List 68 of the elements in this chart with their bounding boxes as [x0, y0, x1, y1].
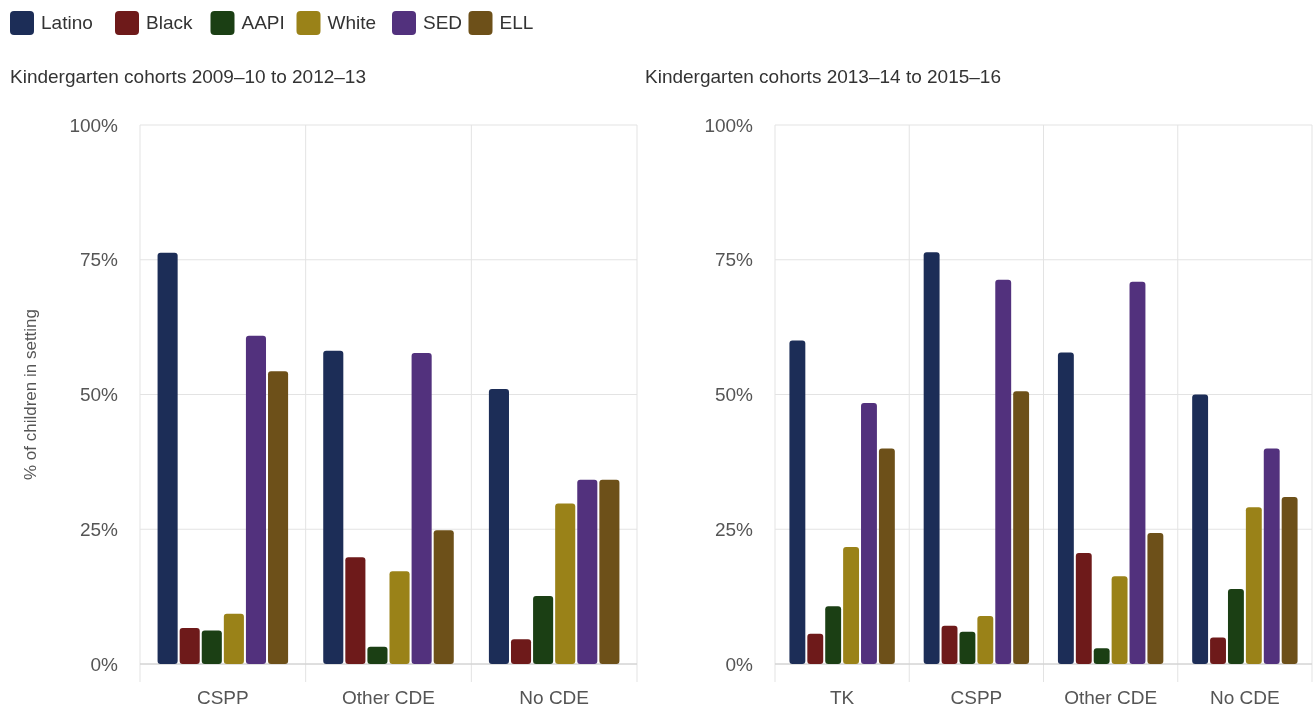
bar: [599, 479, 620, 664]
bar: [878, 448, 895, 664]
bar: [807, 633, 824, 664]
bar: [577, 479, 598, 664]
y-tick-label: 25%: [714, 518, 754, 540]
y-tick-label: 25%: [79, 518, 119, 540]
bar: [1210, 637, 1226, 664]
y-tick-label: 75%: [79, 249, 119, 271]
bar: [1129, 281, 1146, 664]
y-tick-label: 0%: [725, 653, 754, 675]
y-tick-label: 100%: [704, 114, 754, 136]
bar: [995, 279, 1012, 664]
y-tick-label: 50%: [79, 384, 119, 406]
chart-title: Kindergarten cohorts 2013–14 to 2015–16: [645, 66, 1001, 87]
legend-label: Black: [146, 12, 193, 33]
x-tick-label: CSPP: [196, 687, 249, 708]
bar: [1147, 533, 1164, 664]
legend-label: SED: [423, 12, 463, 33]
bar: [1057, 352, 1074, 664]
bar: [367, 646, 388, 664]
bar: [1227, 589, 1244, 664]
bar: [1075, 552, 1092, 664]
x-tick-label: No CDE: [519, 687, 590, 708]
bar: [345, 557, 366, 664]
bar: [411, 353, 432, 664]
bar: [389, 571, 410, 664]
x-tick-label: No CDE: [1210, 687, 1280, 708]
x-tick-label: Other CDE: [342, 687, 435, 708]
bar: [555, 503, 576, 664]
legend-label: ELL: [499, 12, 534, 33]
bar: [977, 616, 994, 664]
legend-label: Latino: [41, 12, 93, 33]
y-tick-label: 50%: [714, 384, 754, 406]
x-tick-label: Other CDE: [1064, 687, 1158, 708]
y-tick-label: 100%: [69, 114, 119, 136]
bar: [1281, 496, 1298, 664]
bar: [825, 606, 842, 664]
y-tick-label: 0%: [90, 653, 119, 675]
bar: [1093, 648, 1110, 664]
bar: [1263, 448, 1280, 664]
bar: [843, 547, 860, 664]
bar: [1111, 576, 1128, 664]
bar: [1013, 391, 1030, 664]
x-tick-label: TK: [829, 687, 855, 708]
bar: [959, 631, 976, 664]
y-axis-title: % of children in setting: [21, 308, 40, 481]
y-tick-label: 75%: [714, 249, 754, 271]
bar: [533, 596, 554, 664]
bar: [268, 371, 289, 664]
bar: [861, 403, 877, 664]
bar: [941, 625, 958, 664]
legend-label: AAPI: [241, 12, 285, 33]
x-tick-label: CSPP: [950, 687, 1003, 708]
bar: [157, 252, 178, 664]
bar: [789, 340, 806, 664]
bar: [323, 350, 344, 664]
legend-label: White: [327, 12, 377, 33]
bar: [223, 613, 244, 664]
bar: [1245, 507, 1262, 664]
chart-title: Kindergarten cohorts 2009–10 to 2012–13: [10, 66, 366, 87]
bar: [433, 530, 454, 664]
bar: [179, 627, 200, 664]
bar: [1192, 394, 1209, 664]
bar: [245, 335, 267, 664]
bar: [201, 630, 222, 664]
bar: [488, 389, 509, 664]
bar: [510, 639, 532, 664]
bar: [923, 252, 940, 664]
